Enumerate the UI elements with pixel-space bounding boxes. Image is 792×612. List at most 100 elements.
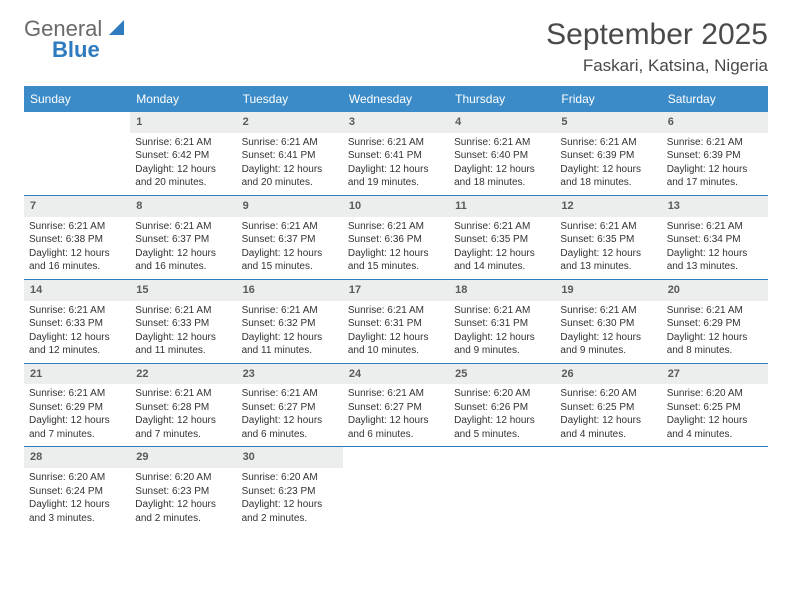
- daylight-text: Daylight: 12 hours and 14 minutes.: [454, 247, 550, 274]
- sunrise-text: Sunrise: 6:21 AM: [667, 136, 763, 150]
- day-cell: 9Sunrise: 6:21 AMSunset: 6:37 PMDaylight…: [237, 196, 343, 279]
- daylight-text: Daylight: 12 hours and 20 minutes.: [135, 163, 231, 190]
- sunset-text: Sunset: 6:37 PM: [135, 233, 231, 247]
- day-number: 2: [237, 112, 343, 133]
- sunrise-text: Sunrise: 6:21 AM: [135, 387, 231, 401]
- day-cell: 10Sunrise: 6:21 AMSunset: 6:36 PMDayligh…: [343, 196, 449, 279]
- sunset-text: Sunset: 6:25 PM: [560, 401, 656, 415]
- daylight-text: Daylight: 12 hours and 11 minutes.: [135, 331, 231, 358]
- daylight-text: Daylight: 12 hours and 4 minutes.: [560, 414, 656, 441]
- daylight-text: Daylight: 12 hours and 15 minutes.: [242, 247, 338, 274]
- sunset-text: Sunset: 6:39 PM: [560, 149, 656, 163]
- daylight-text: Daylight: 12 hours and 18 minutes.: [560, 163, 656, 190]
- daylight-text: Daylight: 12 hours and 20 minutes.: [242, 163, 338, 190]
- sunrise-text: Sunrise: 6:21 AM: [135, 304, 231, 318]
- sunset-text: Sunset: 6:40 PM: [454, 149, 550, 163]
- week-row: 14Sunrise: 6:21 AMSunset: 6:33 PMDayligh…: [24, 280, 768, 364]
- day-cell: 19Sunrise: 6:21 AMSunset: 6:30 PMDayligh…: [555, 280, 661, 363]
- sunset-text: Sunset: 6:36 PM: [348, 233, 444, 247]
- daylight-text: Daylight: 12 hours and 16 minutes.: [135, 247, 231, 274]
- sunrise-text: Sunrise: 6:21 AM: [29, 304, 125, 318]
- logo: General Blue: [24, 18, 124, 61]
- sunset-text: Sunset: 6:33 PM: [135, 317, 231, 331]
- day-cell: 11 Sunrise: 6:21 AMSunset: 6:35 PMDayligh…: [449, 196, 555, 279]
- day-cell: 29Sunrise: 6:20 AMSunset: 6:23 PMDayligh…: [130, 447, 236, 530]
- daylight-text: Daylight: 12 hours and 9 minutes.: [454, 331, 550, 358]
- day-body: Sunrise: 6:21 AMSunset: 6:39 PMDaylight:…: [662, 133, 768, 195]
- day-cell: 24Sunrise: 6:21 AMSunset: 6:27 PMDayligh…: [343, 364, 449, 447]
- week-row: 7Sunrise: 6:21 AMSunset: 6:38 PMDaylight…: [24, 196, 768, 280]
- daylight-text: Daylight: 12 hours and 4 minutes.: [667, 414, 763, 441]
- day-header: Monday: [130, 86, 236, 112]
- day-cell: [24, 112, 130, 195]
- day-body: Sunrise: 6:21 AMSunset: 6:29 PMDaylight:…: [24, 384, 130, 446]
- sunset-text: Sunset: 6:26 PM: [454, 401, 550, 415]
- day-number: 6: [662, 112, 768, 133]
- day-number: 11: [449, 196, 555, 217]
- logo-triangle-icon: [109, 20, 124, 35]
- sunset-text: Sunset: 6:25 PM: [667, 401, 763, 415]
- daylight-text: Daylight: 12 hours and 7 minutes.: [135, 414, 231, 441]
- daylight-text: Daylight: 12 hours and 9 minutes.: [560, 331, 656, 358]
- sunrise-text: Sunrise: 6:21 AM: [29, 220, 125, 234]
- week-row: 21Sunrise: 6:21 AMSunset: 6:29 PMDayligh…: [24, 364, 768, 448]
- day-body: Sunrise: 6:21 AMSunset: 6:32 PMDaylight:…: [237, 301, 343, 363]
- sunset-text: Sunset: 6:32 PM: [242, 317, 338, 331]
- day-number: 27: [662, 364, 768, 385]
- day-number: 5: [555, 112, 661, 133]
- sunset-text: Sunset: 6:38 PM: [29, 233, 125, 247]
- day-number: 30: [237, 447, 343, 468]
- sunrise-text: Sunrise: 6:20 AM: [242, 471, 338, 485]
- week-row: 1Sunrise: 6:21 AMSunset: 6:42 PMDaylight…: [24, 112, 768, 196]
- sunrise-text: Sunrise: 6:20 AM: [454, 387, 550, 401]
- day-body: Sunrise: 6:21 AMSunset: 6:42 PMDaylight:…: [130, 133, 236, 195]
- sunset-text: Sunset: 6:33 PM: [29, 317, 125, 331]
- sunset-text: Sunset: 6:35 PM: [454, 233, 550, 247]
- sunrise-text: Sunrise: 6:20 AM: [29, 471, 125, 485]
- sunset-text: Sunset: 6:29 PM: [29, 401, 125, 415]
- sunrise-text: Sunrise: 6:21 AM: [667, 220, 763, 234]
- header: General Blue September 2025 Faskari, Kat…: [24, 18, 768, 76]
- sunrise-text: Sunrise: 6:21 AM: [135, 136, 231, 150]
- day-header: Saturday: [662, 86, 768, 112]
- daylight-text: Daylight: 12 hours and 15 minutes.: [348, 247, 444, 274]
- day-cell: [449, 447, 555, 530]
- day-cell: 6Sunrise: 6:21 AMSunset: 6:39 PMDaylight…: [662, 112, 768, 195]
- day-body: Sunrise: 6:21 AMSunset: 6:41 PMDaylight:…: [237, 133, 343, 195]
- day-body: Sunrise: 6:21 AMSunset: 6:34 PMDaylight:…: [662, 217, 768, 279]
- day-body: Sunrise: 6:21 AMSunset: 6:41 PMDaylight:…: [343, 133, 449, 195]
- daylight-text: Daylight: 12 hours and 13 minutes.: [560, 247, 656, 274]
- sunset-text: Sunset: 6:31 PM: [348, 317, 444, 331]
- weeks-container: 1Sunrise: 6:21 AMSunset: 6:42 PMDaylight…: [24, 112, 768, 530]
- day-cell: 4Sunrise: 6:21 AMSunset: 6:40 PMDaylight…: [449, 112, 555, 195]
- day-header: Sunday: [24, 86, 130, 112]
- day-cell: 23Sunrise: 6:21 AMSunset: 6:27 PMDayligh…: [237, 364, 343, 447]
- sunrise-text: Sunrise: 6:21 AM: [348, 304, 444, 318]
- day-cell: 30Sunrise: 6:20 AMSunset: 6:23 PMDayligh…: [237, 447, 343, 530]
- daylight-text: Daylight: 12 hours and 11 minutes.: [242, 331, 338, 358]
- location-label: Faskari, Katsina, Nigeria: [546, 56, 768, 76]
- day-number: 25: [449, 364, 555, 385]
- daylight-text: Daylight: 12 hours and 8 minutes.: [667, 331, 763, 358]
- day-body: Sunrise: 6:21 AMSunset: 6:35 PMDaylight:…: [555, 217, 661, 279]
- daylight-text: Daylight: 12 hours and 3 minutes.: [29, 498, 125, 525]
- day-body: Sunrise: 6:21 AMSunset: 6:33 PMDaylight:…: [24, 301, 130, 363]
- day-cell: 1Sunrise: 6:21 AMSunset: 6:42 PMDaylight…: [130, 112, 236, 195]
- day-body: Sunrise: 6:21 AMSunset: 6:37 PMDaylight:…: [130, 217, 236, 279]
- day-number: 20: [662, 280, 768, 301]
- sunrise-text: Sunrise: 6:21 AM: [454, 136, 550, 150]
- day-number: 15: [130, 280, 236, 301]
- daylight-text: Daylight: 12 hours and 12 minutes.: [29, 331, 125, 358]
- logo-text: General Blue: [24, 18, 124, 61]
- sunrise-text: Sunrise: 6:21 AM: [348, 220, 444, 234]
- day-body: Sunrise: 6:20 AMSunset: 6:23 PMDaylight:…: [130, 468, 236, 530]
- day-body: Sunrise: 6:21 AMSunset: 6:29 PMDaylight:…: [662, 301, 768, 363]
- sunset-text: Sunset: 6:37 PM: [242, 233, 338, 247]
- sunrise-text: Sunrise: 6:21 AM: [348, 136, 444, 150]
- day-body: Sunrise: 6:20 AMSunset: 6:25 PMDaylight:…: [555, 384, 661, 446]
- day-number: 1: [130, 112, 236, 133]
- sunrise-text: Sunrise: 6:21 AM: [242, 387, 338, 401]
- sunrise-text: Sunrise: 6:21 AM: [454, 220, 550, 234]
- day-body: Sunrise: 6:21 AMSunset: 6:27 PMDaylight:…: [237, 384, 343, 446]
- day-header: Tuesday: [237, 86, 343, 112]
